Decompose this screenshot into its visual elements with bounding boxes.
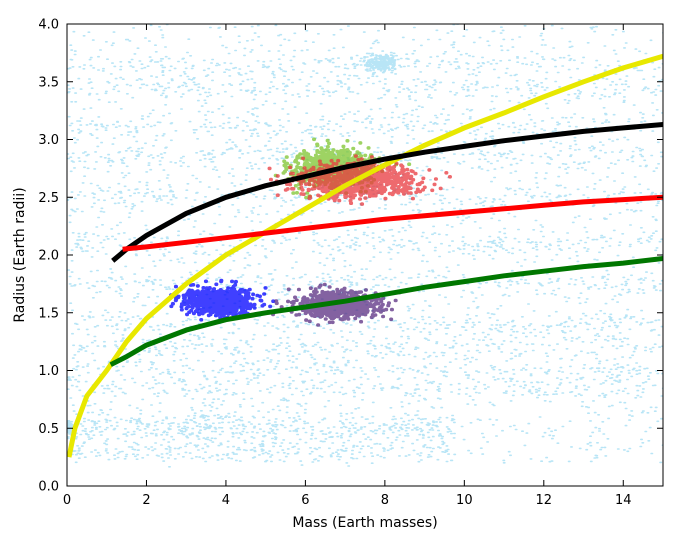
y-tick-label: 2.5 — [38, 191, 59, 206]
cluster-series-4 — [267, 154, 452, 206]
y-axis-label: Radius (Earth radii) — [12, 187, 28, 322]
plot-frame — [66, 23, 664, 487]
model-curve-4 — [109, 256, 663, 367]
x-tick-label: 6 — [301, 493, 309, 508]
x-axis-label: Mass (Earth masses) — [292, 515, 437, 531]
y-tick-label: 3.0 — [38, 133, 59, 148]
axis-ticks: 0 2 4 6 8 10 12 14 0.0 0.5 1.0 1.5 2.0 2.5 3.0 3.5 4.0 — [38, 18, 663, 508]
background-cloud-points — [67, 24, 663, 468]
y-tick-label: 1.0 — [38, 364, 59, 379]
y-tick-label: 0.5 — [38, 422, 59, 437]
x-tick-label: 0 — [63, 493, 71, 508]
cluster-series-1 — [169, 278, 283, 322]
model-curve-1 — [67, 53, 663, 458]
x-tick-label: 4 — [222, 493, 230, 508]
model-curve-3 — [122, 194, 663, 252]
y-tick-label: 2.0 — [38, 249, 59, 264]
x-tick-label: 2 — [142, 493, 150, 508]
background-point-cloud — [67, 24, 663, 468]
y-tick-label: 0.0 — [38, 480, 59, 495]
cluster-points — [169, 137, 452, 327]
y-tick-label: 1.5 — [38, 306, 59, 321]
y-tick-label: 3.5 — [38, 75, 59, 90]
x-tick-label: 10 — [456, 493, 473, 508]
model-curves — [67, 53, 663, 458]
y-tick-label: 4.0 — [38, 18, 59, 33]
model-curve-2 — [111, 122, 663, 263]
x-tick-label: 14 — [615, 493, 632, 508]
x-tick-label: 12 — [536, 493, 553, 508]
x-tick-label: 8 — [381, 493, 389, 508]
